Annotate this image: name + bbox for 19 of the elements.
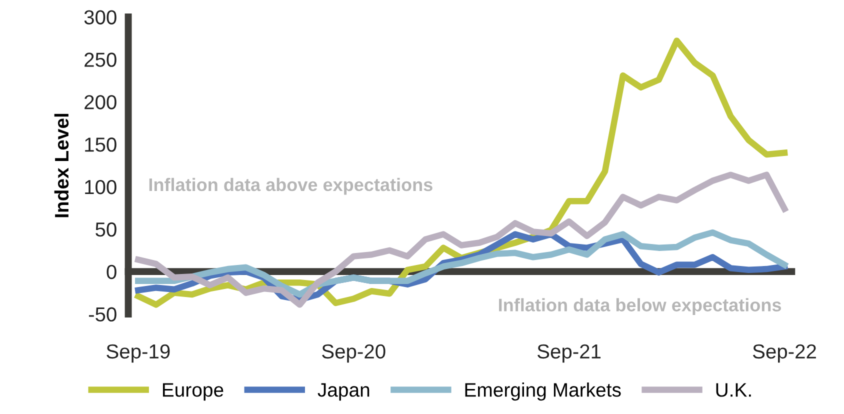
x-tick-label: Sep-22	[752, 344, 816, 363]
y-tick-label: 200	[84, 95, 116, 110]
y-tick-label: -50	[88, 307, 116, 322]
x-tick-label: Sep-19	[106, 344, 170, 363]
y-tick-label: 0	[106, 264, 116, 280]
annotation: Inflation data above expectations	[149, 178, 432, 195]
legend-label: Europe	[162, 383, 224, 401]
annotation: Inflation data below expectations	[499, 298, 782, 316]
y-tick-label: 150	[85, 138, 116, 152]
legend-label: Japan	[318, 383, 370, 401]
legend-label: Emerging Markets	[465, 382, 621, 401]
legend-label: U.K.	[716, 383, 751, 397]
y-tick-label: 300	[84, 10, 116, 24]
y-axis-title: Index Level	[54, 114, 69, 218]
y-tick-label: 50	[96, 222, 116, 237]
y-tick-label: 250	[84, 52, 116, 67]
y-tick-label: 100	[85, 180, 116, 194]
x-tick-label: Sep-21	[537, 344, 601, 363]
x-tick-label: Sep-20	[322, 344, 386, 363]
